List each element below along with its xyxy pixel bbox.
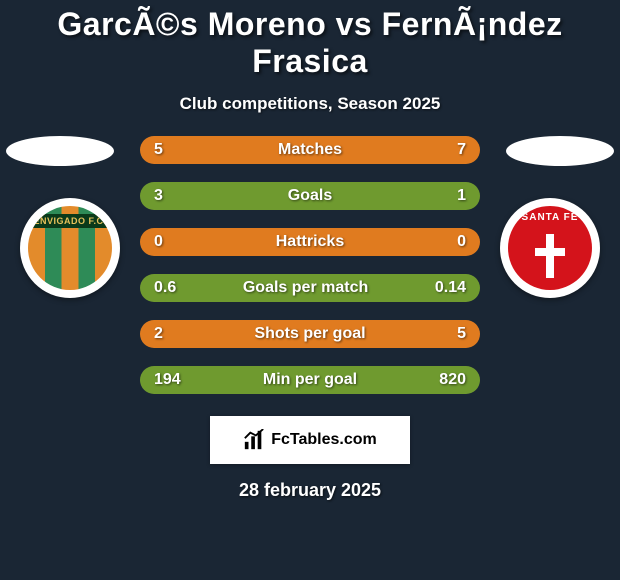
comparison-date: 28 february 2025: [0, 480, 620, 501]
stat-right-value: 7: [457, 141, 466, 159]
club-crest-right-cross-v: [546, 234, 554, 278]
club-crest-left: ENVIGADO F.C.: [20, 198, 120, 298]
stat-left-value: 0: [154, 233, 163, 251]
stat-label: Goals per match: [176, 279, 435, 297]
stat-label: Min per goal: [181, 371, 440, 389]
stat-left-value: 5: [154, 141, 163, 159]
flag-left-placeholder: [6, 136, 114, 166]
page-title: GarcÃ©s Moreno vs FernÃ¡ndez Frasica: [0, 0, 620, 80]
stat-right-value: 820: [439, 371, 466, 389]
stat-row-goals-per-match: 0.6 Goals per match 0.14: [140, 274, 480, 302]
flag-right-placeholder: [506, 136, 614, 166]
stat-left-value: 194: [154, 371, 181, 389]
stat-left-value: 2: [154, 325, 163, 343]
stat-right-value: 0.14: [435, 279, 466, 297]
stat-row-hattricks: 0 Hattricks 0: [140, 228, 480, 256]
season-subtitle: Club competitions, Season 2025: [0, 94, 620, 114]
club-crest-left-inner: ENVIGADO F.C.: [28, 206, 112, 290]
stat-row-matches: 5 Matches 7: [140, 136, 480, 164]
stat-right-value: 5: [457, 325, 466, 343]
stat-left-value: 0.6: [154, 279, 176, 297]
stat-row-min-per-goal: 194 Min per goal 820: [140, 366, 480, 394]
club-crest-right-inner: SANTA FE: [508, 206, 592, 290]
stat-right-value: 1: [457, 187, 466, 205]
stat-left-value: 3: [154, 187, 163, 205]
stat-row-goals: 3 Goals 1: [140, 182, 480, 210]
club-crest-right-cross-h: [535, 248, 565, 256]
stat-label: Hattricks: [163, 233, 457, 251]
stat-right-value: 0: [457, 233, 466, 251]
stat-label: Matches: [163, 141, 457, 159]
stats-column: 5 Matches 7 3 Goals 1 0 Hattricks 0 0.6 …: [140, 136, 480, 412]
stat-label: Goals: [163, 187, 457, 205]
stat-row-shots-per-goal: 2 Shots per goal 5: [140, 320, 480, 348]
club-crest-right: SANTA FE: [500, 198, 600, 298]
stat-label: Shots per goal: [163, 325, 457, 343]
chart-icon: [243, 429, 265, 451]
club-crest-left-band: ENVIGADO F.C.: [28, 214, 112, 228]
club-crest-right-band: SANTA FE: [508, 212, 592, 223]
branding-badge: FcTables.com: [210, 416, 410, 464]
branding-text: FcTables.com: [271, 431, 377, 449]
